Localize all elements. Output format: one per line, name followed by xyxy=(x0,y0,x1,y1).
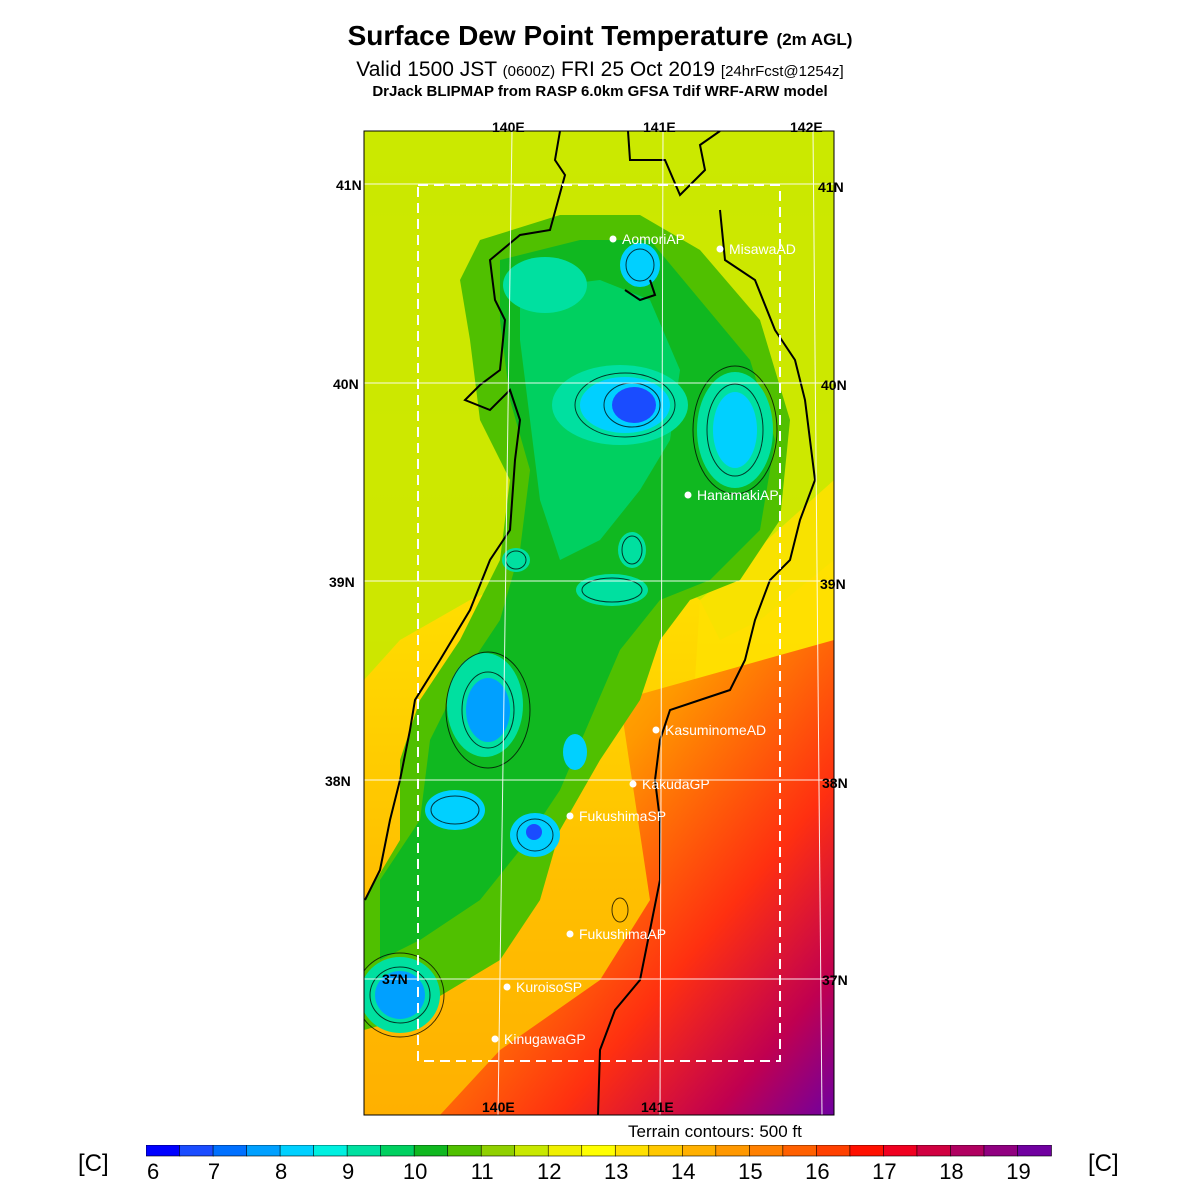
lat-label: 39N xyxy=(329,574,355,590)
colorbar-tick-label: 8 xyxy=(275,1159,287,1184)
lat-label: 41N xyxy=(336,177,362,193)
station-label: FukushimaSP xyxy=(579,808,666,824)
colorbar-swatch xyxy=(447,1145,482,1157)
colorbar-tick-label: 14 xyxy=(671,1159,695,1184)
lat-label: 37N xyxy=(382,971,408,987)
title-main: Surface Dew Point Temperature xyxy=(347,20,769,51)
colorbar-swatch xyxy=(715,1145,751,1157)
map-title: Surface Dew Point Temperature (2m AGL) xyxy=(0,20,1200,52)
station-label: KakudaGP xyxy=(642,776,710,792)
colorbar-swatch xyxy=(380,1145,415,1157)
colorbar-swatch xyxy=(614,1145,650,1157)
station-label: KasuminomeAD xyxy=(665,722,766,738)
colorbar-swatch xyxy=(983,1145,1019,1157)
colorbar-tick-label: 7 xyxy=(208,1159,220,1184)
lat-label: 41N xyxy=(818,179,844,195)
colorbar-tick-label: 19 xyxy=(1006,1159,1030,1184)
colorbar-swatch xyxy=(849,1145,885,1157)
colorbar: 6 7 8 9 10 11 12 13 14 15 16 17 18 19 xyxy=(146,1145,1052,1184)
colorbar-unit-right: [C] xyxy=(1088,1150,1119,1177)
colorbar-tick-label: 10 xyxy=(403,1159,427,1184)
valid-utc: (0600Z) xyxy=(502,63,556,80)
colorbar-swatch xyxy=(279,1145,315,1157)
title-level: (2m AGL) xyxy=(776,30,853,49)
forecast-info: [24hrFcst@1254z] xyxy=(720,63,844,80)
colorbar-swatch xyxy=(146,1145,181,1157)
colorbar-tick-label: 9 xyxy=(342,1159,354,1184)
station-label: KuroisoSP xyxy=(516,979,582,995)
lat-label: 38N xyxy=(325,773,351,789)
colorbar-tick-label: 15 xyxy=(738,1159,762,1184)
colorbar-swatch xyxy=(346,1145,382,1157)
colorbar-swatch xyxy=(514,1145,550,1157)
lat-label: 37N xyxy=(822,972,848,988)
lat-label: 40N xyxy=(333,376,359,392)
colorbar-swatch xyxy=(246,1145,281,1157)
colorbar-tick-label: 12 xyxy=(537,1159,561,1184)
colorbar-swatch xyxy=(916,1145,952,1157)
colorbar-swatch xyxy=(581,1145,617,1157)
station-label: MisawaAD xyxy=(729,241,796,257)
colorbar-swatch xyxy=(883,1145,918,1157)
map-field: AomoriAP MisawaAD HanamakiAP KasuminomeA… xyxy=(364,131,834,1115)
colorbar-swatch xyxy=(749,1145,784,1157)
lon-label: 141E xyxy=(643,119,676,135)
colorbar-swatch xyxy=(681,1145,717,1157)
colorbar-swatch xyxy=(547,1145,583,1157)
colorbar-swatch xyxy=(179,1145,214,1157)
colorbar-swatch xyxy=(413,1145,449,1157)
colorbar-tick-label: 16 xyxy=(805,1159,829,1184)
colorbar-tick-label: 13 xyxy=(604,1159,628,1184)
model-description: DrJack BLIPMAP from RASP 6.0km GFSA Tdif… xyxy=(372,83,828,100)
lat-label: 39N xyxy=(820,576,846,592)
colorbar-swatch xyxy=(1017,1145,1052,1157)
colorbar-tick-label: 11 xyxy=(471,1159,494,1184)
terrain-note: Terrain contours: 500 ft xyxy=(628,1122,802,1141)
station-label: HanamakiAP xyxy=(697,487,779,503)
colorbar-swatch xyxy=(212,1145,248,1157)
lon-label: 140E xyxy=(482,1099,515,1115)
lon-label: 140E xyxy=(492,119,525,135)
station-label: AomoriAP xyxy=(622,231,685,247)
lon-label: 142E xyxy=(790,119,823,135)
valid-time: Valid 1500 JST (0600Z) FRI 25 Oct 2019 [… xyxy=(0,58,1200,82)
station-label: FukushimaAP xyxy=(579,926,666,942)
valid-date: FRI 25 Oct 2019 xyxy=(560,58,716,81)
lat-label: 40N xyxy=(821,377,847,393)
colorbar-tick-label: 17 xyxy=(872,1159,896,1184)
colorbar-swatch xyxy=(480,1145,516,1157)
valid-prefix: Valid 1500 JST xyxy=(356,58,497,81)
colorbar-swatch xyxy=(816,1145,851,1157)
map-frame xyxy=(363,130,835,1116)
colorbar-tick-label: 18 xyxy=(939,1159,963,1184)
colorbar-swatch xyxy=(313,1145,348,1157)
colorbar-swatch xyxy=(950,1145,985,1157)
colorbar-unit-left: [C] xyxy=(78,1150,109,1177)
colorbar-swatch xyxy=(648,1145,684,1157)
lat-label: 38N xyxy=(822,775,848,791)
lon-label: 141E xyxy=(641,1099,674,1115)
colorbar-swatch xyxy=(782,1145,818,1157)
station-label: KinugawaGP xyxy=(504,1031,586,1047)
colorbar-tick-label: 6 xyxy=(147,1159,159,1184)
